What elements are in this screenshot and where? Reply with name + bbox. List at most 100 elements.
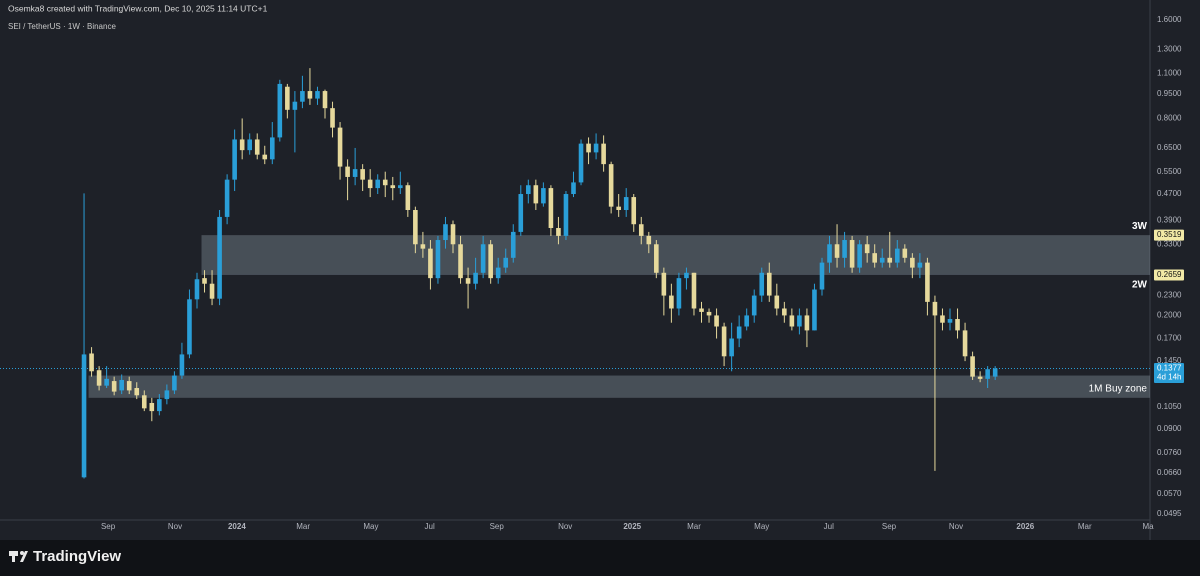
- y-tick-label: 0.0660: [1157, 468, 1182, 477]
- candle-body: [141, 395, 147, 409]
- candle-body: [526, 185, 531, 195]
- candle-body: [684, 272, 689, 279]
- candle-body: [736, 326, 742, 339]
- candle-body: [812, 289, 817, 331]
- candle-body: [209, 283, 215, 299]
- candle-body: [729, 338, 734, 357]
- last-price-label: 0.1377: [1157, 364, 1182, 373]
- candle-body: [804, 315, 810, 331]
- candle-body: [782, 308, 787, 316]
- brand: TradingView: [33, 548, 121, 565]
- candle-body: [857, 244, 862, 268]
- candle-body: [81, 354, 87, 478]
- candle-body: [179, 354, 185, 376]
- countdown-label: 4d 14h: [1157, 373, 1181, 382]
- candle-body: [601, 143, 606, 165]
- candle-body: [721, 326, 727, 357]
- candle-body: [691, 272, 697, 309]
- candle-body: [435, 240, 441, 279]
- candle-body: [194, 279, 200, 300]
- candle-body: [285, 86, 290, 110]
- candle-body: [111, 381, 117, 392]
- x-tick-label: Mar: [296, 522, 310, 531]
- candle-body: [104, 378, 109, 386]
- candle-body: [134, 388, 140, 396]
- candle-body: [766, 272, 772, 296]
- candle-body: [902, 248, 908, 258]
- candle-body: [616, 206, 621, 210]
- zone-label: 1M Buy zone: [1089, 383, 1148, 394]
- candle-body: [646, 235, 652, 245]
- y-tick-label: 0.3300: [1157, 239, 1182, 248]
- candle-body: [556, 228, 561, 236]
- candle-body: [714, 315, 719, 327]
- candle-body: [292, 101, 298, 110]
- candle-body: [631, 197, 637, 225]
- candle-body: [518, 194, 524, 232]
- y-tick-label: 0.5500: [1157, 167, 1182, 176]
- y-tick-label: 1.1000: [1157, 68, 1182, 77]
- y-tick-label: 0.4700: [1157, 189, 1182, 198]
- price-tag: [1154, 229, 1184, 241]
- x-tick-label: Nov: [168, 522, 182, 531]
- candle-body: [450, 224, 456, 245]
- candle-body: [789, 315, 795, 327]
- candle-body: [149, 402, 155, 412]
- candle-body: [669, 295, 674, 309]
- candle-body: [465, 278, 471, 284]
- y-tick-label: 1.3000: [1157, 45, 1182, 54]
- candle-body: [955, 319, 960, 331]
- candle-body: [563, 194, 569, 236]
- last-price-tag: [1154, 362, 1184, 383]
- y-tick-label: 0.2300: [1157, 291, 1182, 300]
- candle-body: [126, 381, 132, 391]
- y-tick-label: 0.2000: [1157, 311, 1182, 320]
- candle-body: [759, 272, 765, 296]
- candle-body: [751, 295, 757, 316]
- candle-body: [224, 179, 230, 217]
- logo-mark: [20, 551, 24, 555]
- zone-label: 3W: [1132, 221, 1148, 232]
- candle-body: [187, 299, 192, 355]
- logo: [9, 551, 28, 562]
- candle-body: [887, 257, 893, 263]
- x-tick-label: 2025: [623, 522, 641, 531]
- candle-body: [398, 185, 403, 189]
- candle-body: [488, 244, 493, 279]
- candle-body: [89, 353, 94, 372]
- x-tick-label: Jul: [425, 522, 435, 531]
- candle-body: [503, 257, 509, 268]
- candle-body: [247, 139, 252, 151]
- y-tick-label: 0.9500: [1157, 89, 1182, 98]
- y-tick-label: 0.8000: [1157, 114, 1182, 123]
- candle-body: [699, 308, 704, 312]
- x-tick-label: Jul: [824, 522, 834, 531]
- candle-body: [96, 370, 102, 386]
- candle-body: [322, 91, 328, 109]
- candle-body: [849, 240, 855, 268]
- x-tick-label: Sep: [882, 522, 897, 531]
- candle-body: [232, 139, 237, 180]
- y-tick-label: 0.1450: [1157, 356, 1182, 365]
- candle-body: [917, 262, 923, 268]
- candle-body: [390, 185, 396, 189]
- candle-body: [405, 185, 411, 210]
- candle-body: [119, 379, 124, 391]
- y-tick-label: 0.6500: [1157, 143, 1182, 152]
- candle-body: [872, 253, 877, 263]
- x-tick-label: Sep: [490, 522, 505, 531]
- y-tick-label: 1.6000: [1157, 15, 1182, 24]
- candle-body: [330, 108, 335, 128]
- candle-body: [608, 164, 614, 207]
- x-tick-label: 2024: [228, 522, 246, 531]
- candle-body: [217, 216, 222, 299]
- candle-body: [586, 143, 591, 153]
- candle-body: [676, 278, 682, 309]
- candle-body: [307, 91, 313, 99]
- y-tick-label: 0.0900: [1157, 424, 1182, 433]
- logo-mark: [12, 551, 15, 562]
- symbol: SEI / TetherUS · 1W · Binance: [8, 22, 116, 31]
- y-tick-label: 0.0495: [1157, 509, 1182, 518]
